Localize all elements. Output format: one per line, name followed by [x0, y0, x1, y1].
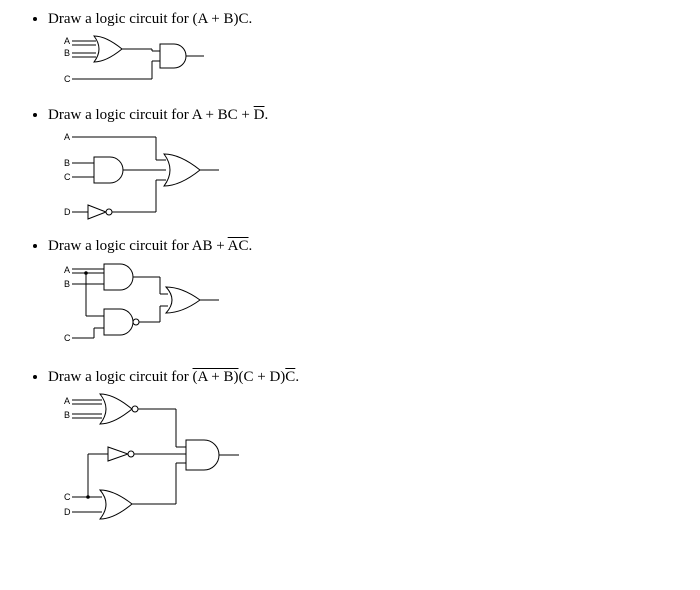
circuit-1: A B C — [64, 34, 680, 94]
or3-gate-icon — [164, 154, 200, 186]
label-B: B — [64, 410, 70, 420]
not-gate-icon — [108, 447, 128, 461]
problem-1: Draw a logic circuit for (A + B)C. A B C — [48, 10, 680, 94]
problem-2: Draw a logic circuit for A + BC + D. A B… — [48, 106, 680, 225]
label-A: A — [64, 36, 70, 46]
circuit-2: A B C D — [64, 130, 680, 225]
nand-gate-icon — [104, 309, 133, 335]
label-D: D — [64, 507, 71, 517]
problem-list: Draw a logic circuit for (A + B)C. A B C — [20, 10, 680, 522]
or-gate-icon — [94, 36, 122, 62]
and-gate-icon — [94, 157, 123, 183]
and3-gate-icon — [186, 440, 219, 470]
label-C: C — [64, 74, 71, 84]
circuit-4: A B C D — [64, 392, 680, 522]
label-B: B — [64, 48, 70, 58]
prompt-1: Draw a logic circuit for (A + B)C. — [48, 11, 680, 28]
and-gate-icon — [104, 264, 133, 290]
label-B: B — [64, 279, 70, 289]
label-A: A — [64, 396, 70, 406]
not-gate-icon — [88, 205, 106, 219]
label-C: C — [64, 333, 71, 343]
label-B: B — [64, 158, 70, 168]
circuit-3: A B C — [64, 261, 680, 356]
or-gate-icon — [100, 490, 132, 519]
or-gate-icon — [166, 287, 200, 313]
problem-4: Draw a logic circuit for (A + B)(C + D)C… — [48, 368, 680, 522]
label-A: A — [64, 265, 70, 275]
label-C: C — [64, 172, 71, 182]
prompt-4: Draw a logic circuit for (A + B)(C + D)C… — [48, 369, 680, 386]
problem-3: Draw a logic circuit for AB + AC. A B C — [48, 237, 680, 356]
label-A: A — [64, 132, 70, 142]
and-gate-icon — [160, 44, 186, 68]
label-D: D — [64, 207, 71, 217]
prompt-2: Draw a logic circuit for A + BC + D. — [48, 107, 680, 124]
prompt-3: Draw a logic circuit for AB + AC. — [48, 238, 680, 255]
label-C: C — [64, 492, 71, 502]
nor-gate-icon — [100, 394, 132, 424]
